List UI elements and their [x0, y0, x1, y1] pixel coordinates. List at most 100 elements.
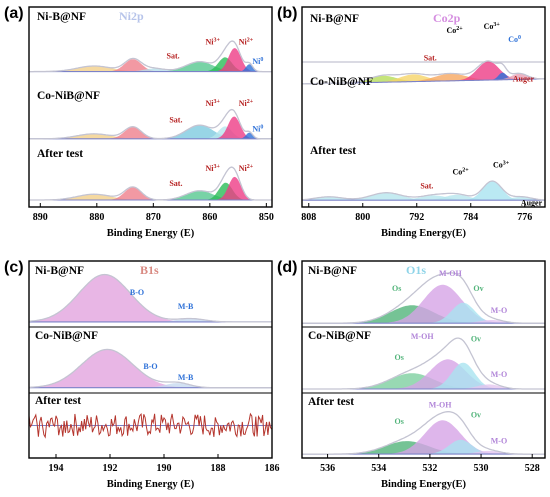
peak-annotation: M-O	[491, 370, 507, 379]
fit-peak	[29, 125, 272, 139]
envelope-line	[302, 60, 545, 85]
sample-label: Ni-B@NF	[35, 265, 84, 277]
x-tick-label: 532	[422, 463, 437, 474]
plot-area	[29, 40, 272, 201]
sample-label: After test	[37, 148, 83, 160]
fit-peak	[29, 190, 272, 200]
fit-peak	[29, 57, 272, 72]
spectrum-row	[302, 411, 545, 455]
fit-peak	[302, 320, 545, 324]
fit-peak	[302, 73, 545, 84]
peak-annotation: Ni2+	[239, 164, 254, 173]
fit-peak	[29, 274, 272, 322]
panel-1: (b) Co2p Ni-B@NF Sat. Co2+ Co3+ Co0 Auger Co-NiB…	[277, 5, 546, 239]
peak-annotation: M-B	[178, 302, 194, 311]
x-axis-label: Binding Energy(E)	[381, 228, 466, 239]
peak-annotation: Auger	[513, 74, 535, 83]
spectrum-row	[29, 40, 272, 73]
fit-peak	[302, 75, 545, 84]
envelope-line	[29, 348, 272, 389]
spectrum-row	[302, 337, 545, 390]
peak-annotation: M-B	[178, 373, 194, 382]
axes-frame	[301, 6, 546, 208]
peak-annotation: Co2+	[446, 26, 463, 35]
plot-area	[302, 272, 545, 455]
sample-label: Co-NiB@NF	[37, 90, 100, 102]
peak-annotation: Co3+	[484, 22, 501, 31]
sample-label: Co-NiB@NF	[308, 330, 371, 342]
fit-peak	[29, 182, 272, 200]
x-tick-label: 808	[301, 212, 316, 223]
x-tick-label: 188	[211, 463, 226, 474]
fit-peak	[29, 176, 272, 200]
x-axis-label: Binding Energy (E)	[107, 228, 195, 239]
panel-0: (a) Ni2p Sat. Ni3+ Ni2+ Ni0 Ni-B@NF Sat. Ni3+ Ni2…	[4, 5, 274, 239]
peak-annotation: Auger	[521, 199, 543, 208]
x-tick-label: 776	[517, 212, 532, 223]
peak-annotation: Sat.	[167, 52, 180, 61]
spectrum-row	[29, 108, 272, 140]
peak-annotation: Ni3+	[205, 99, 220, 108]
fit-peak	[29, 126, 272, 139]
envelope-line	[29, 40, 272, 73]
envelope-line	[302, 180, 545, 201]
peak-annotation: Ov	[471, 411, 481, 420]
spectrum-row	[302, 180, 545, 201]
x-tick-label: 192	[103, 463, 118, 474]
panel-label: (b)	[277, 5, 297, 22]
peak-annotation: Ni3+	[205, 164, 220, 173]
sample-label: Co-NiB@NF	[35, 330, 98, 342]
axes-frame	[28, 6, 273, 208]
peak-annotation: Co2+	[453, 167, 470, 176]
x-tick-label: 850	[259, 212, 274, 223]
peak-annotation: Sat.	[420, 182, 433, 191]
x-tick-label: 880	[89, 212, 104, 223]
panel-2: (c) B1s B-O M-B Ni-B@NF B-O M-B Co-NiB@NF After …	[4, 259, 280, 490]
peak-annotation: Ni2+	[239, 37, 254, 46]
sample-label: After test	[35, 395, 81, 407]
peak-annotation: Co3+	[493, 161, 510, 170]
x-axis-label: Binding Energy (E)	[107, 479, 195, 490]
fit-peak	[302, 74, 545, 84]
fit-peak	[302, 181, 545, 201]
fit-peak	[302, 450, 545, 455]
peak-annotation: Sat.	[424, 54, 437, 63]
fit-peak	[29, 66, 272, 72]
x-tick-label: 536	[320, 463, 335, 474]
fit-peak	[29, 48, 272, 72]
peak-annotation: Os	[392, 284, 401, 293]
peak-annotation: B-O	[130, 288, 144, 297]
x-tick-label: 186	[265, 463, 280, 474]
peak-annotation: Os	[395, 417, 404, 426]
sample-label: Ni-B@NF	[310, 13, 359, 25]
core-level-label: Co2p	[433, 11, 461, 25]
axes-frame	[301, 260, 546, 459]
peak-annotation: Sat.	[169, 116, 182, 125]
fit-peak	[302, 384, 545, 389]
panel-3: (d) O1s Os M-OH Ov M-O Ni-B@NF Os M-OH Ov M-O Co-Ni…	[277, 259, 546, 490]
fit-peak	[29, 349, 272, 388]
x-axis-label: Binding Energy(E)	[381, 479, 466, 490]
x-tick-label: 530	[474, 463, 489, 474]
panel-label: (a)	[4, 5, 24, 22]
sample-label: After test	[310, 145, 356, 157]
panel-label: (d)	[277, 259, 297, 276]
core-level-label: B1s	[140, 263, 159, 277]
spectrum-row	[302, 60, 545, 85]
envelope-line	[29, 412, 272, 439]
fit-peak	[29, 132, 272, 139]
peak-annotation: M-OH	[411, 332, 434, 341]
spectrum-row	[29, 273, 272, 323]
sample-label: Ni-B@NF	[308, 265, 357, 277]
envelope-line	[302, 337, 545, 390]
fit-peak	[29, 61, 272, 72]
core-level-label: O1s	[406, 263, 426, 277]
fit-peak	[29, 133, 272, 139]
envelope-line	[29, 108, 272, 140]
x-tick-label: 194	[49, 463, 64, 474]
plot-area	[302, 60, 545, 201]
peak-annotation: Ov	[473, 284, 483, 293]
fit-peak	[302, 359, 545, 389]
peak-annotation: Sat.	[169, 179, 182, 188]
